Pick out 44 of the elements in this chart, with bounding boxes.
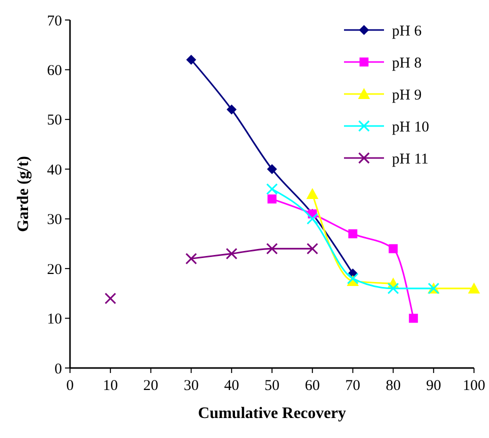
x-tick-label: 40 [224,378,240,394]
y-tick-label: 20 [47,262,62,278]
point [306,242,318,254]
legend-label: pH 8 [392,55,422,72]
y-axis-title: Garde (g/t) [15,156,32,232]
x-tick-label: 20 [143,378,158,394]
x-tick-label: 0 [66,378,74,394]
point [226,248,238,260]
x-tick-label: 70 [345,378,360,394]
legend-label: pH 6 [392,23,422,40]
point [226,104,237,114]
point [388,244,398,254]
x-tick-label: 30 [184,378,199,394]
point [347,272,359,284]
point [266,242,278,254]
point [468,282,480,294]
x-tick-label: 60 [304,378,320,394]
point [104,292,116,304]
x-tick-label: 10 [102,378,118,394]
point [306,188,318,199]
point [306,213,318,225]
legend-label: pH 11 [392,151,429,168]
x-axis-title: Cumulative Recovery [198,405,346,422]
point [185,252,197,264]
y-tick-label: 0 [54,361,62,378]
point [348,229,358,238]
y-tick-label: 60 [47,62,62,79]
legend-label: pH 9 [392,87,422,104]
point [186,54,196,65]
x-tick-label: 90 [426,378,442,394]
point [266,183,278,195]
y-tick-label: 30 [47,212,62,228]
point [387,282,399,294]
y-tick-label: 50 [47,112,62,129]
x-tick-label: 50 [264,378,280,394]
x-tick-label: 100 [462,378,486,394]
point [267,164,277,174]
point [408,314,418,323]
point [268,194,276,204]
legend-label: pH 10 [392,119,430,136]
y-tick-label: 40 [47,162,62,178]
x-tick-label: 80 [386,378,401,394]
y-tick-label: 70 [47,13,62,30]
y-tick-label: 10 [47,312,62,328]
